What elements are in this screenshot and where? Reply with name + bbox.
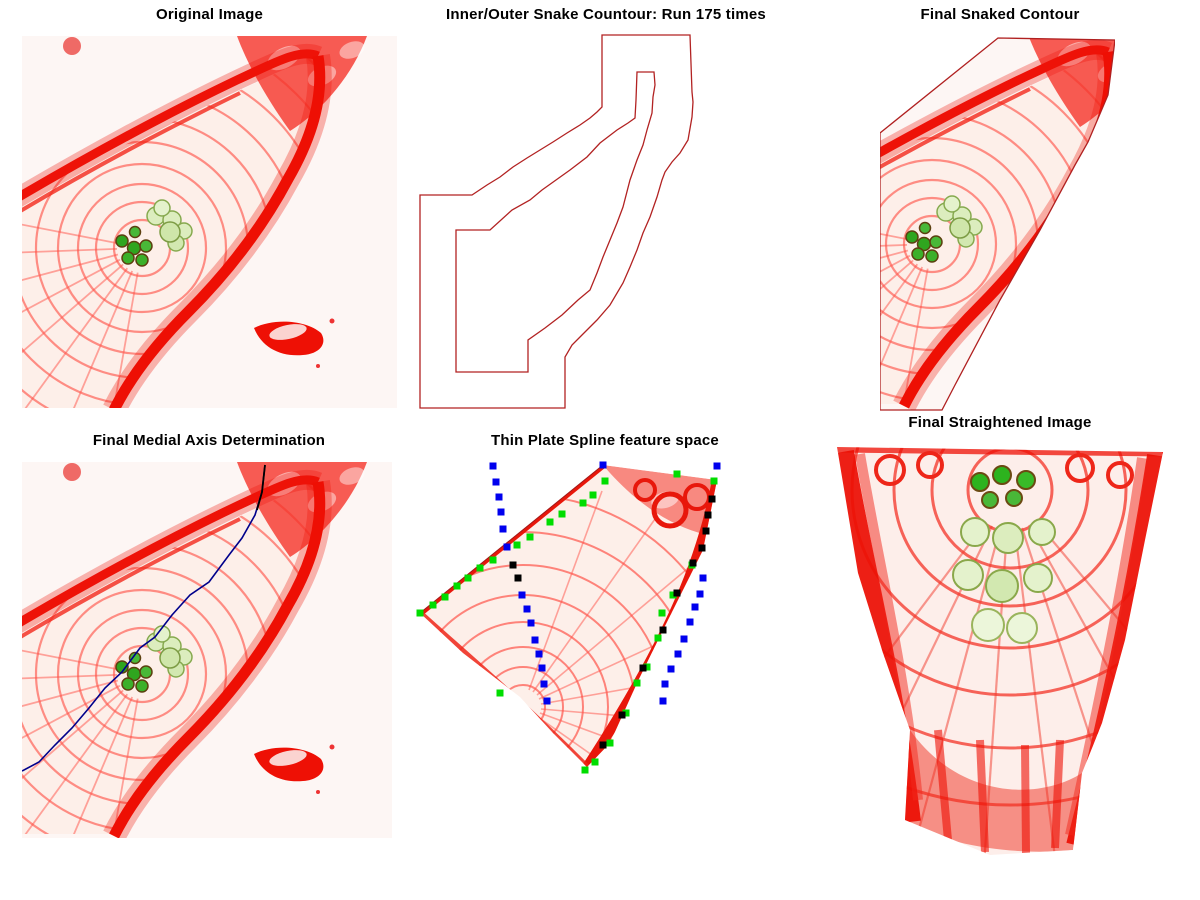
green-marker-square bbox=[546, 518, 554, 526]
green-marker-square bbox=[579, 499, 587, 507]
blue-marker-square bbox=[691, 603, 699, 611]
green-marker-square bbox=[441, 593, 449, 601]
black-marker-square bbox=[673, 589, 681, 597]
straightened-qc-cluster bbox=[952, 465, 1056, 644]
inner-snake-contour bbox=[455, 71, 656, 373]
black-marker-square bbox=[599, 741, 607, 749]
panel-title-tps: Thin Plate Spline feature space bbox=[491, 432, 719, 449]
snake-contour-panel bbox=[419, 34, 694, 409]
panel-title-original: Original Image bbox=[156, 6, 263, 23]
blue-marker-square bbox=[667, 665, 675, 673]
green-marker-square bbox=[589, 491, 597, 499]
green-marker-square bbox=[476, 564, 484, 572]
blue-marker-square bbox=[495, 493, 503, 501]
tps-feature-space-panel bbox=[416, 461, 721, 774]
tps-edge-contour bbox=[419, 464, 604, 614]
black-marker-square bbox=[514, 574, 522, 582]
original-image-panel bbox=[22, 36, 397, 408]
snaked-contour-outline bbox=[880, 37, 1115, 411]
green-marker-square bbox=[581, 766, 589, 774]
medial-axis-panel bbox=[22, 462, 392, 838]
blue-marker-square bbox=[538, 664, 546, 672]
tps-marker-squares bbox=[416, 461, 721, 774]
green-marker-square bbox=[673, 470, 681, 478]
green-marker-square bbox=[464, 574, 472, 582]
panel-title-medial-axis: Final Medial Axis Determination bbox=[92, 432, 326, 449]
green-marker-square bbox=[606, 739, 614, 747]
medial-axis-curve bbox=[22, 464, 266, 772]
blue-marker-square bbox=[540, 680, 548, 688]
blue-marker-square bbox=[659, 697, 667, 705]
green-marker-square bbox=[489, 556, 497, 564]
blue-marker-square bbox=[686, 618, 694, 626]
blue-marker-square bbox=[680, 635, 688, 643]
blue-marker-square bbox=[543, 697, 551, 705]
panel-title-straightened: Final Straightened Image bbox=[908, 414, 1092, 431]
black-marker-square bbox=[704, 511, 712, 519]
blue-marker-square bbox=[696, 590, 704, 598]
green-marker-square bbox=[526, 533, 534, 541]
green-marker-square bbox=[710, 477, 718, 485]
green-marker-square bbox=[429, 601, 437, 609]
black-marker-square bbox=[639, 664, 647, 672]
panel-title-final-snaked: Final Snaked Contour bbox=[920, 6, 1080, 23]
green-marker-square bbox=[658, 609, 666, 617]
green-marker-square bbox=[453, 582, 461, 590]
blue-marker-square bbox=[713, 462, 721, 470]
green-marker-square bbox=[654, 634, 662, 642]
black-marker-square bbox=[698, 544, 706, 552]
green-marker-square bbox=[513, 541, 521, 549]
blue-marker-square bbox=[518, 591, 526, 599]
straightened-image-panel bbox=[837, 447, 1163, 855]
panel-title-snake-contour: Inner/Outer Snake Countour: Run 175 time… bbox=[446, 6, 766, 23]
blue-marker-square bbox=[527, 619, 535, 627]
green-marker-square bbox=[601, 477, 609, 485]
black-marker-square bbox=[618, 711, 626, 719]
black-marker-square bbox=[702, 527, 710, 535]
blue-marker-square bbox=[531, 636, 539, 644]
black-marker-square bbox=[509, 561, 517, 569]
final-snaked-contour-panel bbox=[880, 37, 1115, 411]
blue-marker-square bbox=[599, 461, 607, 469]
outer-snake-contour bbox=[419, 34, 694, 409]
blue-marker-square bbox=[489, 462, 497, 470]
green-marker-square bbox=[622, 709, 630, 717]
green-marker-square bbox=[496, 689, 504, 697]
blue-marker-square bbox=[503, 543, 511, 551]
blue-marker-square bbox=[661, 680, 669, 688]
black-marker-square bbox=[689, 559, 697, 567]
green-marker-square bbox=[669, 591, 677, 599]
blue-marker-square bbox=[497, 508, 505, 516]
black-marker-square bbox=[708, 495, 716, 503]
blue-marker-square bbox=[535, 650, 543, 658]
blue-marker-square bbox=[699, 574, 707, 582]
blue-marker-square bbox=[499, 525, 507, 533]
blue-marker-square bbox=[523, 605, 531, 613]
blue-marker-square bbox=[492, 478, 500, 486]
green-marker-square bbox=[643, 663, 651, 671]
green-marker-square bbox=[416, 609, 424, 617]
medial-axis-curve-dark-top bbox=[256, 464, 266, 511]
green-marker-square bbox=[633, 679, 641, 687]
green-marker-square bbox=[591, 758, 599, 766]
blue-marker-square bbox=[674, 650, 682, 658]
black-marker-square bbox=[659, 626, 667, 634]
green-marker-square bbox=[558, 510, 566, 518]
